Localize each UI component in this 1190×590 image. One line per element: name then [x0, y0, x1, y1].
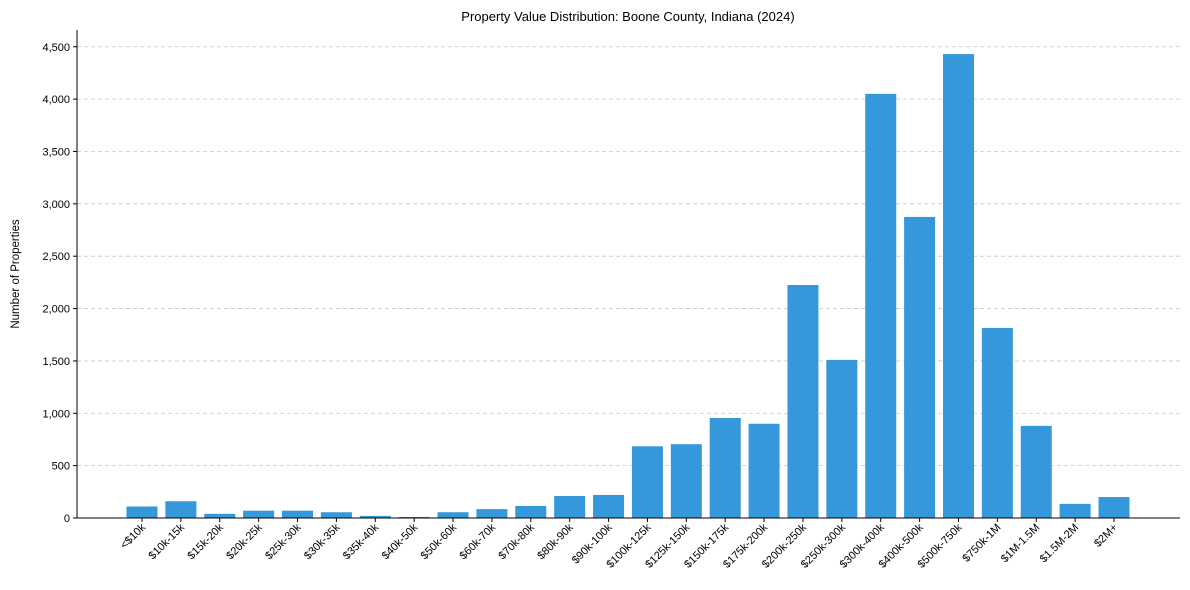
bar: [243, 510, 275, 518]
x-tick-label: $10k-15k: [147, 521, 188, 562]
bar: [204, 513, 236, 518]
bar: [554, 496, 586, 518]
x-tick-label: $30k-35k: [302, 521, 343, 562]
x-tick-label: $35k-40k: [341, 521, 382, 562]
x-tick-label: <$10k: [118, 521, 148, 551]
bar: [748, 423, 780, 518]
y-axis-label: Number of Properties: [10, 219, 22, 329]
bar: [476, 509, 508, 518]
x-tick-label: $2M+: [1092, 522, 1120, 550]
y-tick-label: 4,000: [42, 94, 70, 106]
bar: [320, 512, 352, 518]
x-tick-label: $15k-20k: [185, 521, 226, 562]
bar: [904, 216, 936, 518]
x-tick-label: $750k-1M: [960, 522, 1003, 565]
bar: [126, 506, 158, 518]
x-tick-label: $70k-80k: [496, 521, 537, 562]
y-tick-label: 4,500: [42, 42, 70, 54]
bar: [981, 327, 1013, 518]
y-tick-label: 1,000: [42, 408, 70, 420]
bar: [437, 512, 469, 518]
bar: [1059, 503, 1091, 518]
x-tick-label: $60k-70k: [458, 521, 499, 562]
x-tick-label: $1.5M-2M: [1038, 522, 1082, 566]
x-tick-label: $20k-25k: [224, 521, 265, 562]
y-tick-label: 2,000: [42, 304, 70, 316]
bar: [398, 516, 430, 518]
bar: [515, 505, 547, 518]
bar: [631, 446, 663, 518]
x-tick-label: $40k-50k: [380, 521, 421, 562]
bar: [826, 359, 858, 518]
x-tick-label: $50k-60k: [419, 521, 460, 562]
y-tick-label: 0: [64, 513, 70, 525]
bar: [670, 444, 702, 518]
bar: [709, 417, 741, 518]
bar: [1020, 425, 1052, 518]
bar: [942, 54, 974, 518]
y-tick-label: 1,500: [42, 356, 70, 368]
bar: [593, 494, 625, 518]
y-tick-label: 500: [52, 461, 70, 473]
bar: [787, 284, 819, 518]
y-tick-label: 3,000: [42, 199, 70, 211]
y-tick-label: 2,500: [42, 251, 70, 263]
bar: [282, 510, 314, 518]
bar: [1098, 497, 1130, 518]
y-tick-label: 3,500: [42, 146, 70, 158]
x-tick-label: $80k-90k: [535, 521, 576, 562]
bar: [865, 93, 897, 519]
x-tick-label: $25k-30k: [263, 521, 304, 562]
chart-title: Property Value Distribution: Boone Count…: [461, 9, 794, 24]
bar: [359, 515, 391, 518]
bar: [165, 501, 197, 518]
x-tick-label: $1M-1.5M: [999, 522, 1043, 566]
